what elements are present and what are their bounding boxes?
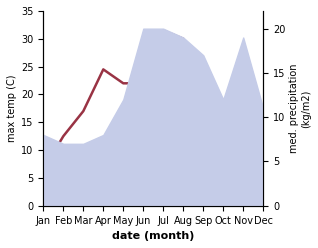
Y-axis label: med. precipitation
(kg/m2): med. precipitation (kg/m2) [289, 63, 311, 153]
X-axis label: date (month): date (month) [112, 231, 194, 241]
Y-axis label: max temp (C): max temp (C) [7, 75, 17, 142]
